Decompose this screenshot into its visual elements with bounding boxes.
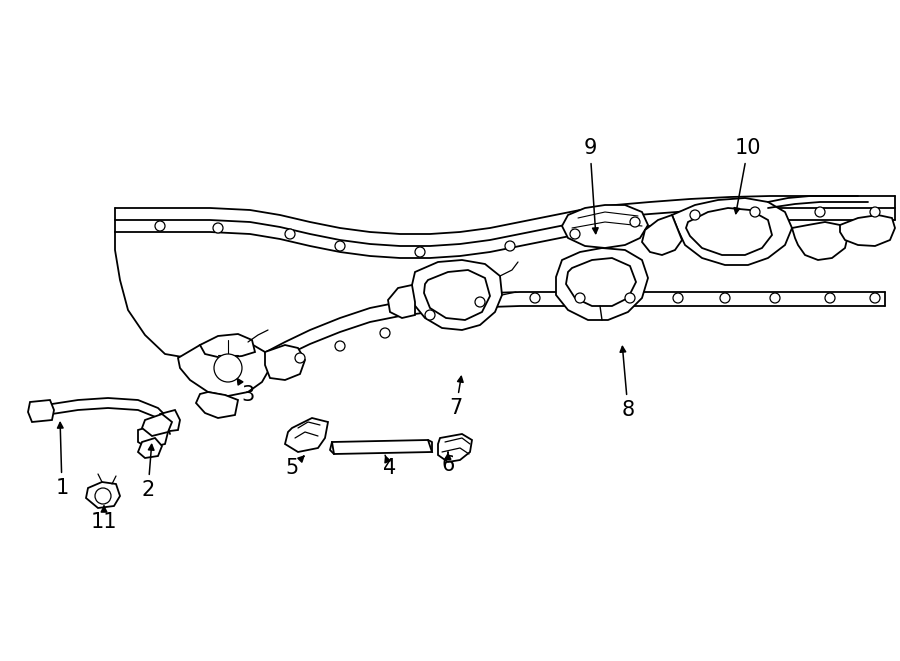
Polygon shape — [566, 258, 636, 306]
Text: 5: 5 — [285, 456, 304, 478]
Polygon shape — [138, 438, 162, 458]
Circle shape — [720, 293, 730, 303]
Polygon shape — [840, 215, 895, 246]
Circle shape — [335, 341, 345, 351]
Text: 7: 7 — [449, 376, 464, 418]
Circle shape — [870, 293, 880, 303]
Circle shape — [750, 207, 760, 217]
Circle shape — [825, 293, 835, 303]
Circle shape — [475, 297, 485, 307]
Circle shape — [870, 207, 880, 217]
Circle shape — [415, 247, 425, 257]
Circle shape — [295, 353, 305, 363]
Polygon shape — [792, 222, 848, 260]
Polygon shape — [285, 418, 328, 452]
Polygon shape — [556, 248, 648, 320]
Circle shape — [214, 354, 242, 382]
Polygon shape — [388, 285, 415, 318]
Text: 3: 3 — [238, 379, 255, 405]
Polygon shape — [196, 392, 238, 418]
Circle shape — [673, 293, 683, 303]
Circle shape — [425, 310, 435, 320]
Polygon shape — [412, 260, 502, 330]
Text: 6: 6 — [441, 452, 454, 475]
Text: 10: 10 — [734, 138, 761, 214]
Polygon shape — [28, 400, 54, 422]
Text: 4: 4 — [383, 455, 397, 478]
Circle shape — [690, 210, 700, 220]
Circle shape — [213, 223, 223, 233]
Polygon shape — [686, 208, 772, 255]
Circle shape — [630, 217, 640, 227]
Circle shape — [625, 293, 635, 303]
Polygon shape — [200, 334, 255, 358]
Text: 2: 2 — [141, 444, 155, 500]
Circle shape — [95, 488, 111, 504]
Polygon shape — [438, 434, 472, 462]
Circle shape — [285, 229, 295, 239]
Polygon shape — [265, 345, 305, 380]
Circle shape — [770, 293, 780, 303]
Polygon shape — [332, 440, 432, 454]
Circle shape — [530, 293, 540, 303]
Text: 8: 8 — [620, 346, 634, 420]
Polygon shape — [178, 340, 270, 396]
Circle shape — [570, 229, 580, 239]
Polygon shape — [86, 482, 120, 508]
Text: 9: 9 — [583, 138, 599, 233]
Circle shape — [335, 241, 345, 251]
Polygon shape — [142, 414, 172, 436]
Circle shape — [380, 328, 390, 338]
Polygon shape — [138, 424, 168, 448]
Polygon shape — [562, 205, 648, 248]
Circle shape — [155, 221, 165, 231]
Circle shape — [815, 207, 825, 217]
Text: 1: 1 — [56, 422, 68, 498]
Polygon shape — [424, 270, 490, 320]
Polygon shape — [672, 198, 792, 265]
Circle shape — [575, 293, 585, 303]
Polygon shape — [158, 410, 180, 432]
Text: 11: 11 — [91, 506, 117, 532]
Polygon shape — [642, 215, 682, 255]
Circle shape — [505, 241, 515, 251]
